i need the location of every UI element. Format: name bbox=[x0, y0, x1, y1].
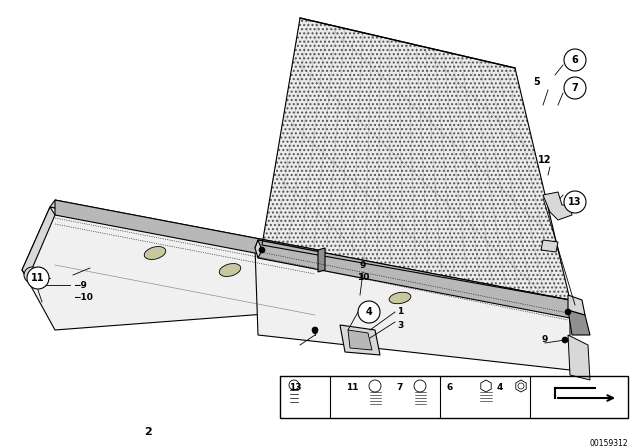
Circle shape bbox=[289, 380, 299, 390]
Text: 1: 1 bbox=[397, 307, 403, 316]
Circle shape bbox=[565, 309, 571, 315]
Text: 7: 7 bbox=[397, 383, 403, 392]
Polygon shape bbox=[568, 335, 590, 380]
Circle shape bbox=[259, 247, 265, 253]
Circle shape bbox=[358, 301, 380, 323]
Circle shape bbox=[414, 380, 426, 392]
Text: 11: 11 bbox=[31, 273, 45, 283]
Text: 11: 11 bbox=[346, 383, 358, 392]
Circle shape bbox=[564, 77, 586, 99]
Bar bbox=[280, 376, 628, 418]
Circle shape bbox=[564, 191, 586, 213]
Circle shape bbox=[27, 267, 49, 289]
Polygon shape bbox=[255, 240, 262, 258]
Text: 13: 13 bbox=[289, 383, 301, 392]
Polygon shape bbox=[22, 207, 318, 330]
Polygon shape bbox=[318, 248, 325, 272]
Circle shape bbox=[369, 380, 381, 392]
Circle shape bbox=[24, 267, 40, 283]
Circle shape bbox=[312, 327, 318, 333]
Text: 9: 9 bbox=[360, 260, 366, 270]
Text: 10: 10 bbox=[357, 273, 369, 283]
Polygon shape bbox=[258, 240, 570, 318]
Polygon shape bbox=[55, 200, 318, 265]
Polygon shape bbox=[255, 240, 570, 310]
Text: −10: −10 bbox=[73, 293, 93, 302]
Circle shape bbox=[518, 383, 524, 389]
Text: 2: 2 bbox=[144, 427, 152, 437]
Text: 12: 12 bbox=[538, 155, 552, 165]
Text: 6: 6 bbox=[572, 55, 579, 65]
Circle shape bbox=[562, 337, 568, 343]
Polygon shape bbox=[262, 18, 570, 300]
Text: 4: 4 bbox=[497, 383, 503, 392]
Text: 3: 3 bbox=[397, 320, 403, 329]
Text: 7: 7 bbox=[572, 83, 579, 93]
Ellipse shape bbox=[389, 292, 411, 304]
Polygon shape bbox=[22, 207, 55, 278]
Text: 5: 5 bbox=[534, 77, 540, 87]
Polygon shape bbox=[348, 330, 372, 350]
Polygon shape bbox=[568, 310, 590, 335]
Text: 9: 9 bbox=[542, 336, 548, 345]
Polygon shape bbox=[255, 248, 570, 370]
Text: −9: −9 bbox=[73, 280, 87, 289]
Polygon shape bbox=[541, 240, 558, 252]
Text: 6: 6 bbox=[447, 383, 453, 392]
Circle shape bbox=[564, 49, 586, 71]
Polygon shape bbox=[543, 192, 572, 220]
Text: 13: 13 bbox=[568, 197, 582, 207]
Ellipse shape bbox=[144, 246, 166, 259]
Text: 8: 8 bbox=[312, 327, 318, 336]
Ellipse shape bbox=[220, 263, 241, 276]
Polygon shape bbox=[568, 295, 585, 315]
Text: 00159312: 00159312 bbox=[589, 439, 628, 448]
Text: 4: 4 bbox=[365, 307, 372, 317]
Polygon shape bbox=[50, 200, 318, 258]
Polygon shape bbox=[340, 325, 380, 355]
